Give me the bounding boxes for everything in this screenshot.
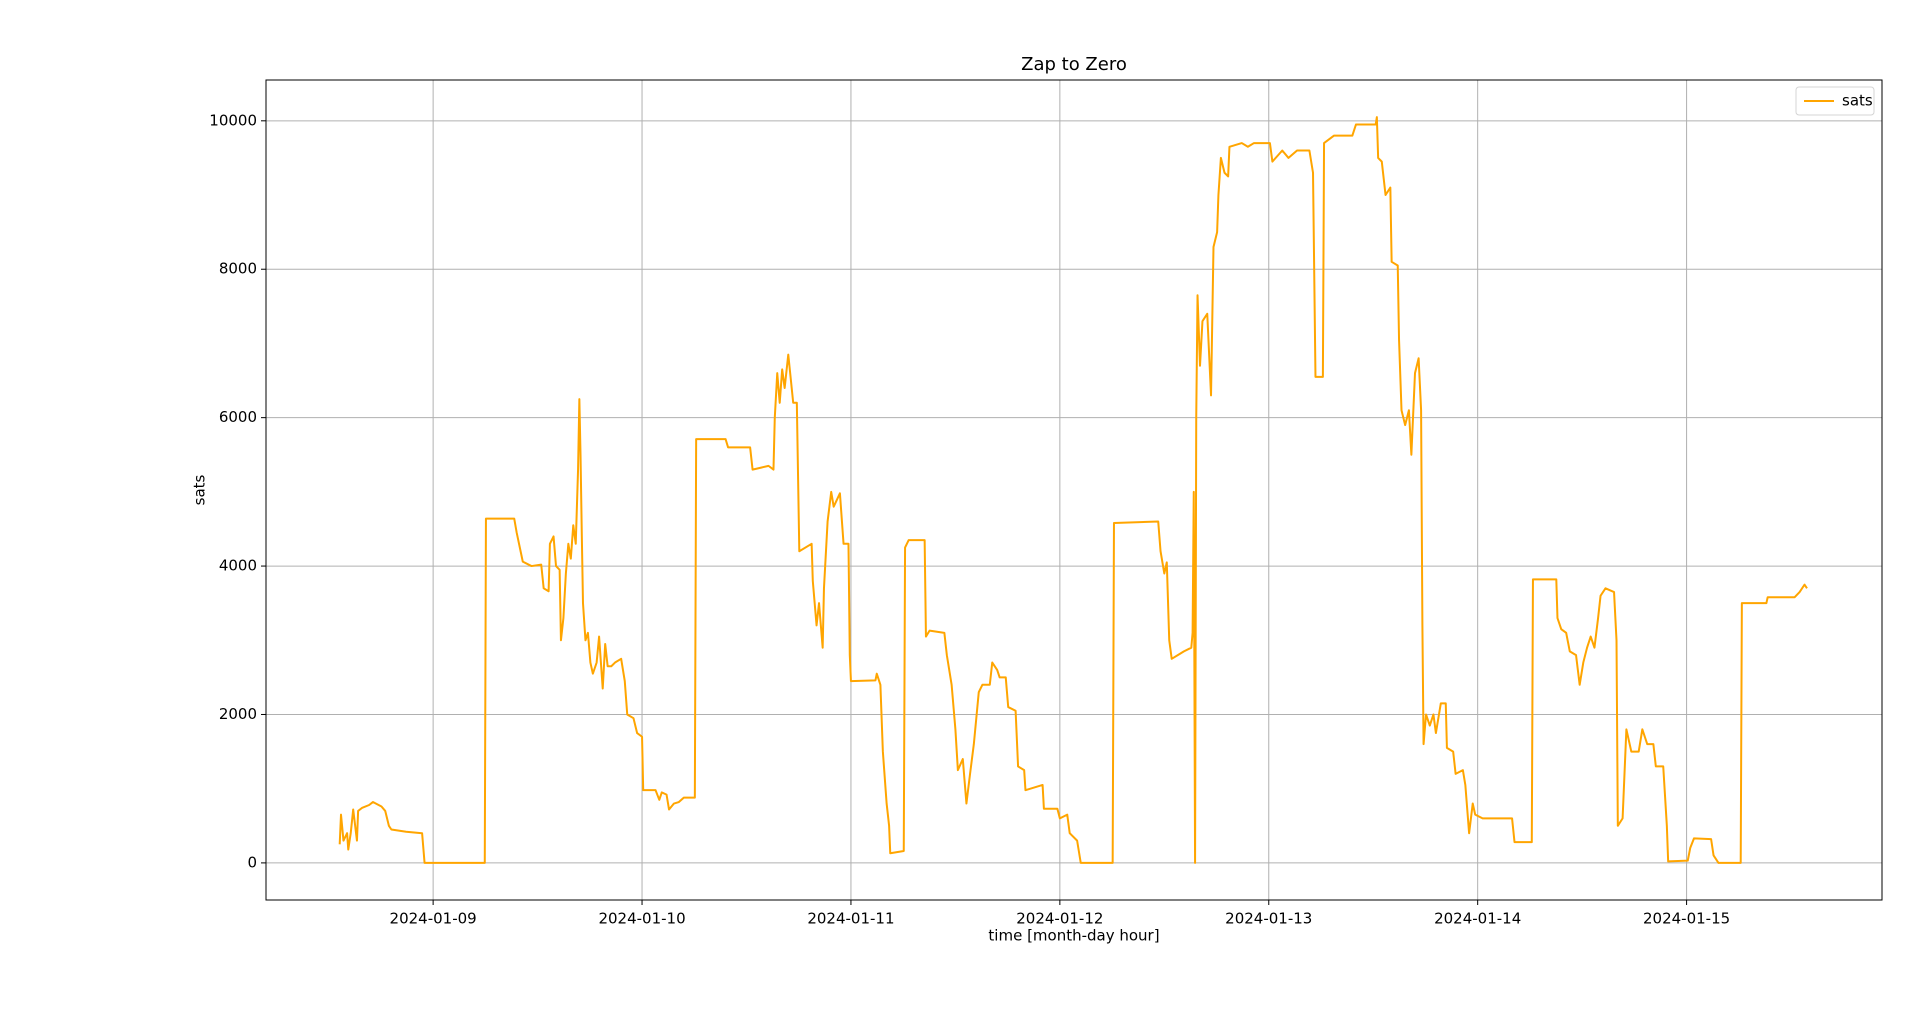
y-tick-label: 4000 bbox=[219, 557, 257, 575]
y-tick-label: 10000 bbox=[209, 111, 257, 129]
x-tick-label: 2024-01-15 bbox=[1643, 910, 1730, 928]
legend-label: sats bbox=[1842, 92, 1873, 110]
y-axis-label: sats bbox=[191, 474, 209, 505]
y-tick-label: 0 bbox=[247, 853, 257, 871]
chart-title: Zap to Zero bbox=[1021, 54, 1127, 75]
x-tick-label: 2024-01-10 bbox=[598, 910, 685, 928]
x-axis-label: time [month-day hour] bbox=[988, 927, 1159, 945]
x-tick-label: 2024-01-09 bbox=[390, 910, 477, 928]
x-tick-label: 2024-01-12 bbox=[1016, 910, 1103, 928]
data-line bbox=[338, 116, 1808, 864]
x-tick-label: 2024-01-14 bbox=[1434, 910, 1521, 928]
y-tick-label: 8000 bbox=[219, 260, 257, 278]
y-tick-label: 6000 bbox=[219, 408, 257, 426]
y-tick-label: 2000 bbox=[219, 705, 257, 723]
x-tick-label: 2024-01-13 bbox=[1225, 910, 1312, 928]
plot-frame bbox=[265, 79, 1883, 901]
legend-box bbox=[1795, 86, 1875, 116]
x-tick-label: 2024-01-11 bbox=[807, 910, 894, 928]
